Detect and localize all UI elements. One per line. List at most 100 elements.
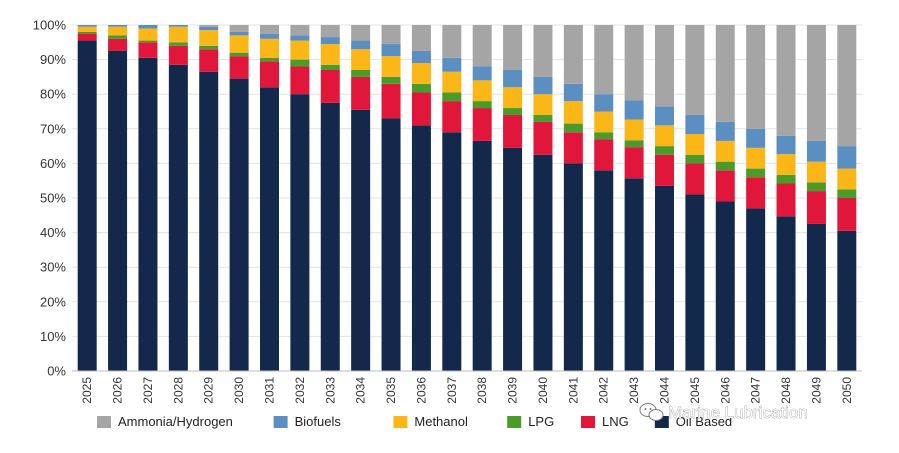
bar-segment bbox=[563, 101, 583, 124]
bar-segment bbox=[503, 114, 523, 148]
bar-segment bbox=[168, 26, 188, 43]
bar-segment bbox=[442, 92, 462, 102]
bar-segment bbox=[624, 25, 644, 101]
bar-segment bbox=[260, 38, 279, 58]
bar-segment bbox=[715, 140, 735, 162]
legend-swatch bbox=[507, 416, 522, 428]
x-tick-label: 2038 bbox=[475, 377, 489, 404]
bar-segment bbox=[503, 87, 523, 109]
bar-segment bbox=[229, 78, 249, 371]
bar-segment bbox=[503, 25, 523, 70]
bar-segment bbox=[685, 163, 705, 195]
bar-segment bbox=[138, 40, 158, 43]
bar-segment bbox=[351, 76, 371, 110]
x-tick-label: 2036 bbox=[414, 377, 428, 404]
bar-segment bbox=[685, 25, 705, 115]
bar-segment bbox=[837, 230, 857, 371]
bar-segment bbox=[290, 94, 310, 371]
y-tick-label: 60% bbox=[40, 156, 66, 171]
bar-segment bbox=[533, 114, 553, 122]
x-tick-label: 2029 bbox=[202, 377, 216, 404]
bar-segment bbox=[685, 133, 705, 155]
bar-segment bbox=[685, 114, 705, 134]
bar-segment bbox=[260, 87, 279, 371]
legend-swatch bbox=[97, 416, 111, 428]
bar-segment bbox=[624, 178, 644, 371]
bar-segment bbox=[411, 25, 431, 51]
bar-segment bbox=[533, 94, 553, 115]
bar-segment bbox=[77, 31, 97, 34]
bar-segment bbox=[320, 44, 340, 65]
bar-segment bbox=[290, 66, 310, 95]
bar-segment bbox=[381, 56, 401, 77]
bar-segment bbox=[320, 64, 340, 70]
x-tick-label: 2032 bbox=[293, 377, 307, 404]
bar-segment bbox=[472, 80, 492, 102]
bar-segment bbox=[199, 30, 219, 46]
bar-segment bbox=[442, 71, 462, 93]
legend-label: LNG bbox=[602, 414, 629, 429]
bar-segment bbox=[442, 25, 462, 58]
bar-segment bbox=[168, 64, 188, 371]
legend-swatch bbox=[393, 416, 408, 428]
x-axis-ticks: 2025 2026 2027 2028 2029 2030 2031 2032 2033 2034… bbox=[80, 377, 854, 404]
bar-segment bbox=[108, 35, 128, 39]
y-tick-label: 20% bbox=[40, 294, 66, 309]
bar-segment bbox=[260, 57, 279, 62]
bar-segment bbox=[655, 125, 674, 147]
x-tick-label: 2037 bbox=[445, 377, 459, 404]
legend-label: Methanol bbox=[414, 414, 468, 429]
bar-segment bbox=[533, 76, 553, 95]
bar-segment bbox=[503, 69, 523, 88]
bar-segment bbox=[776, 154, 796, 175]
bar-segment bbox=[77, 25, 97, 27]
bar-segment bbox=[472, 140, 492, 371]
bar-segment bbox=[594, 25, 614, 95]
bar-segment bbox=[533, 154, 553, 371]
bar-segment bbox=[776, 183, 796, 217]
x-tick-label: 2050 bbox=[840, 377, 854, 404]
bar-segment bbox=[351, 69, 371, 77]
bar-segment bbox=[199, 49, 219, 72]
bar-segment bbox=[260, 33, 279, 39]
bar-segment bbox=[77, 26, 97, 32]
bar-segment bbox=[320, 69, 340, 103]
bar-segment bbox=[503, 108, 523, 115]
bar-segment bbox=[624, 140, 644, 148]
bar-segment bbox=[624, 147, 644, 179]
x-tick-label: 2030 bbox=[232, 377, 246, 404]
bar-segment bbox=[229, 56, 249, 79]
bar-segment bbox=[746, 147, 766, 169]
bar-segment bbox=[411, 125, 431, 371]
bar-segment bbox=[594, 170, 614, 371]
bar-segment bbox=[746, 177, 766, 209]
bar-segment bbox=[199, 25, 219, 27]
bar-segment bbox=[290, 25, 310, 36]
bar-segment bbox=[776, 174, 796, 184]
bar-segment bbox=[685, 194, 705, 371]
bar-segment bbox=[715, 25, 735, 122]
bar-segment bbox=[594, 111, 614, 133]
y-axis-ticks: 0% 10% 20% 30% 40% 50% 60% 70% 80% 90% 100% bbox=[33, 18, 67, 379]
bar-segment bbox=[837, 189, 857, 198]
bar-segment bbox=[776, 216, 796, 371]
x-tick-label: 2043 bbox=[627, 377, 641, 404]
y-tick-label: 80% bbox=[40, 87, 66, 102]
x-tick-label: 2028 bbox=[171, 377, 185, 404]
bar-segment bbox=[715, 121, 735, 141]
bar-segment bbox=[138, 25, 158, 29]
bar-segment bbox=[563, 25, 583, 84]
bar-segment bbox=[168, 25, 188, 27]
bar-segment bbox=[77, 40, 97, 371]
bar-segment bbox=[503, 147, 523, 371]
legend-label: LPG bbox=[528, 414, 554, 429]
bar-segment bbox=[411, 92, 431, 126]
legend-label: Ammonia/Hydrogen bbox=[118, 414, 233, 429]
bar-segment bbox=[411, 83, 431, 93]
y-tick-label: 0% bbox=[47, 364, 66, 379]
bar-segment bbox=[381, 76, 401, 84]
bar-segment bbox=[563, 132, 583, 164]
bar-segment bbox=[594, 94, 614, 112]
bar-segment bbox=[320, 25, 340, 38]
bar-segment bbox=[229, 31, 249, 36]
